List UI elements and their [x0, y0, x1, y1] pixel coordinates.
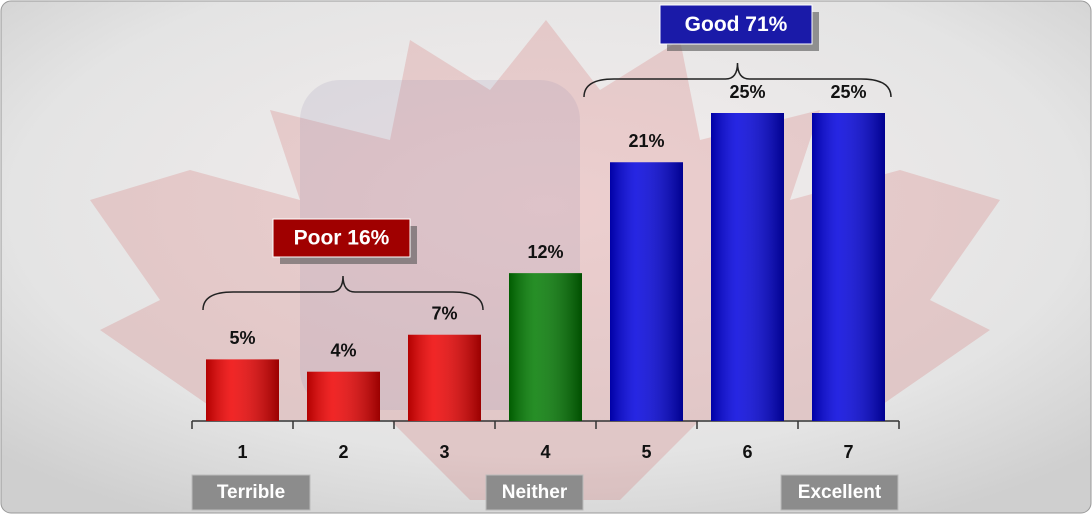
group-label: Good 71% — [685, 13, 788, 36]
x-tick-label: 2 — [338, 442, 348, 462]
bar — [610, 162, 683, 421]
value-label: 7% — [431, 304, 457, 324]
scale-label: Excellent — [798, 482, 882, 503]
scale-box — [191, 474, 311, 511]
value-label: 25% — [830, 82, 866, 102]
poor-bracket — [202, 275, 484, 311]
value-label: 12% — [527, 242, 563, 262]
x-tick-label: 3 — [439, 442, 449, 462]
scale-box — [780, 474, 899, 511]
group-box — [659, 4, 813, 45]
bar — [408, 334, 481, 421]
value-label: 21% — [628, 131, 664, 151]
x-tick-label: 5 — [641, 442, 651, 462]
bar — [812, 113, 885, 421]
bar — [206, 359, 279, 421]
group-box — [272, 218, 411, 258]
scale-label: Neither — [502, 482, 568, 503]
scale-box — [485, 474, 584, 511]
bar — [711, 113, 784, 421]
group-label: Poor 16% — [294, 227, 390, 250]
bar — [307, 371, 380, 421]
value-label: 5% — [229, 328, 255, 348]
x-tick-label: 6 — [742, 442, 752, 462]
x-tick-label: 7 — [843, 442, 853, 462]
value-label: 4% — [330, 340, 356, 360]
x-tick-label: 4 — [540, 442, 550, 462]
scale-label: Terrible — [217, 482, 285, 503]
bar — [509, 273, 582, 421]
good-bracket — [583, 62, 892, 98]
x-tick-label: 1 — [237, 442, 247, 462]
value-label: 25% — [729, 82, 765, 102]
